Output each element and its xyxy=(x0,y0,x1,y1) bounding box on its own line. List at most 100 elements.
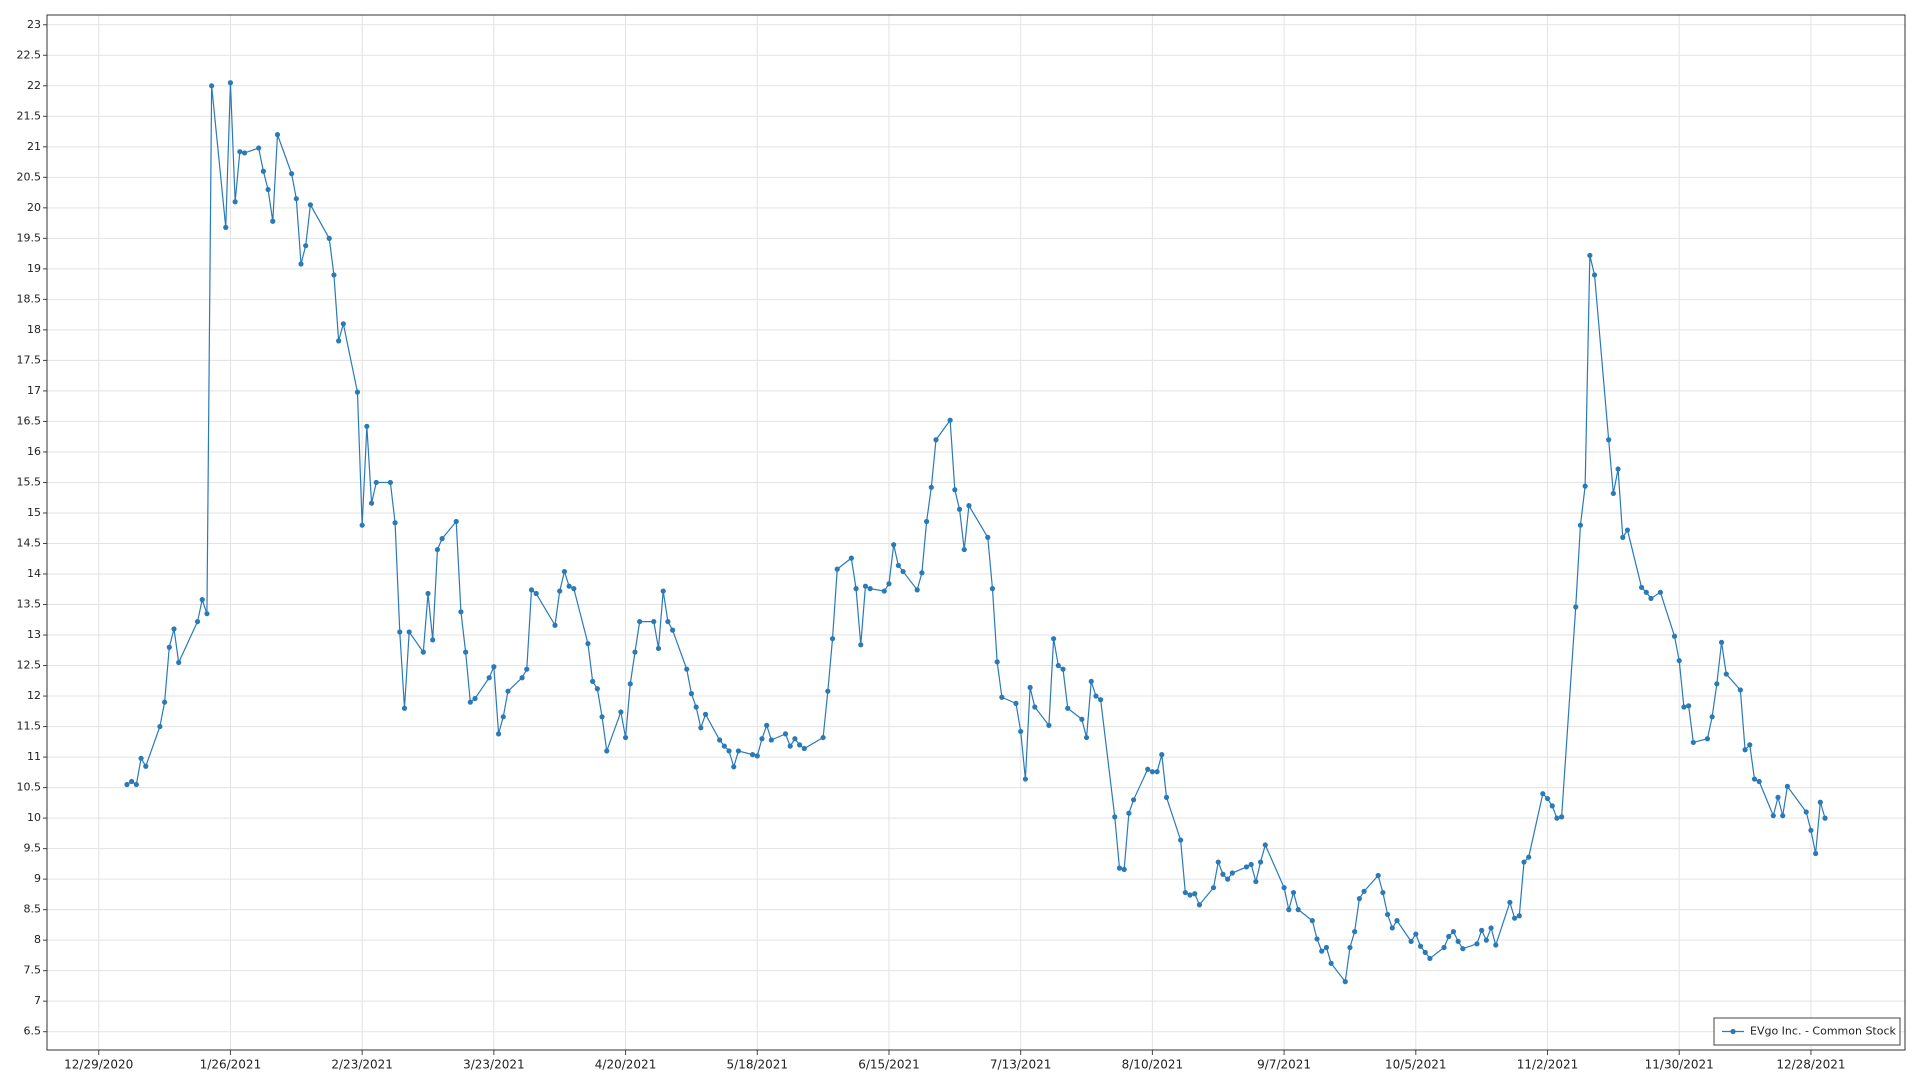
point xyxy=(862,583,869,589)
point xyxy=(1521,859,1527,865)
point xyxy=(1319,948,1325,954)
point xyxy=(298,261,304,267)
point xyxy=(533,590,539,597)
point xyxy=(768,737,774,743)
point xyxy=(1013,700,1019,706)
point xyxy=(176,659,182,666)
point xyxy=(759,736,765,742)
point xyxy=(194,618,201,625)
point xyxy=(754,753,760,759)
point xyxy=(1375,872,1381,879)
point xyxy=(825,688,831,694)
point xyxy=(604,748,610,754)
plot-frame xyxy=(46,14,1906,1051)
point xyxy=(430,637,436,643)
point xyxy=(919,570,925,576)
y-tick-label: 7 xyxy=(34,994,41,1007)
point xyxy=(472,695,478,702)
point xyxy=(1587,252,1593,259)
point xyxy=(698,725,704,731)
x-tick-label: 5/18/2021 xyxy=(727,1058,789,1072)
point xyxy=(1394,918,1400,924)
point xyxy=(1215,859,1221,865)
point xyxy=(1770,813,1776,819)
point xyxy=(373,479,379,486)
point xyxy=(1427,955,1433,962)
point xyxy=(1413,931,1419,937)
y-tick-label: 17.5 xyxy=(17,353,42,366)
point xyxy=(1775,794,1781,800)
point xyxy=(961,546,967,553)
point xyxy=(434,546,441,553)
y-tick-label: 16.5 xyxy=(17,414,42,427)
point xyxy=(1295,907,1301,913)
y-tick-label: 8 xyxy=(34,933,41,946)
point xyxy=(1210,885,1217,891)
point xyxy=(999,694,1005,700)
point xyxy=(594,686,600,692)
point xyxy=(561,568,568,575)
point xyxy=(651,618,657,625)
point xyxy=(1130,797,1137,803)
point xyxy=(227,80,234,86)
point xyxy=(1281,885,1287,891)
legend-marker xyxy=(1730,1028,1736,1035)
x-tick-label: 6/15/2021 xyxy=(858,1058,920,1072)
point xyxy=(1686,703,1692,709)
y-tick-label: 14.5 xyxy=(17,536,42,549)
point xyxy=(829,636,836,642)
x-tick-label: 12/28/2021 xyxy=(1776,1058,1845,1072)
point xyxy=(406,629,412,635)
point xyxy=(1220,871,1226,877)
point xyxy=(1822,815,1828,821)
point xyxy=(1032,704,1038,710)
point xyxy=(989,586,996,592)
y-tick-label: 17 xyxy=(27,384,41,397)
point xyxy=(463,649,469,655)
point xyxy=(1309,918,1315,924)
point xyxy=(557,588,563,594)
point xyxy=(895,562,901,569)
point xyxy=(1709,714,1715,720)
point xyxy=(1455,938,1461,944)
point xyxy=(1417,943,1424,949)
point xyxy=(232,199,238,205)
point xyxy=(834,566,840,572)
point xyxy=(947,417,953,423)
point xyxy=(364,423,370,429)
y-tick-label: 18 xyxy=(27,323,41,336)
point xyxy=(782,731,789,737)
point xyxy=(1098,697,1104,703)
point xyxy=(1290,889,1297,896)
point xyxy=(1083,734,1090,741)
point xyxy=(731,764,737,770)
point xyxy=(928,484,934,490)
y-tick-label: 20.5 xyxy=(17,170,42,183)
point xyxy=(1027,684,1033,691)
point xyxy=(270,218,276,224)
point xyxy=(1342,979,1348,985)
point xyxy=(1493,942,1499,948)
point xyxy=(1022,776,1028,782)
point xyxy=(1159,752,1165,758)
point xyxy=(1620,534,1626,540)
point xyxy=(293,196,299,202)
point xyxy=(340,321,346,327)
point xyxy=(458,609,464,615)
x-tick-label: 12/29/2020 xyxy=(64,1058,133,1072)
point xyxy=(288,171,295,177)
point xyxy=(702,711,709,717)
point xyxy=(354,389,361,395)
point xyxy=(891,542,897,548)
y-tick-label: 21.5 xyxy=(17,109,42,122)
point xyxy=(632,649,638,655)
point xyxy=(886,581,892,587)
point xyxy=(1065,705,1071,711)
legend-label: EVgo Inc. - Common Stock xyxy=(1750,1025,1897,1038)
point xyxy=(1352,929,1358,935)
y-tick-label: 21 xyxy=(27,140,41,153)
point xyxy=(1784,783,1791,789)
point xyxy=(204,611,210,617)
point xyxy=(1446,933,1452,940)
point xyxy=(1817,799,1823,805)
